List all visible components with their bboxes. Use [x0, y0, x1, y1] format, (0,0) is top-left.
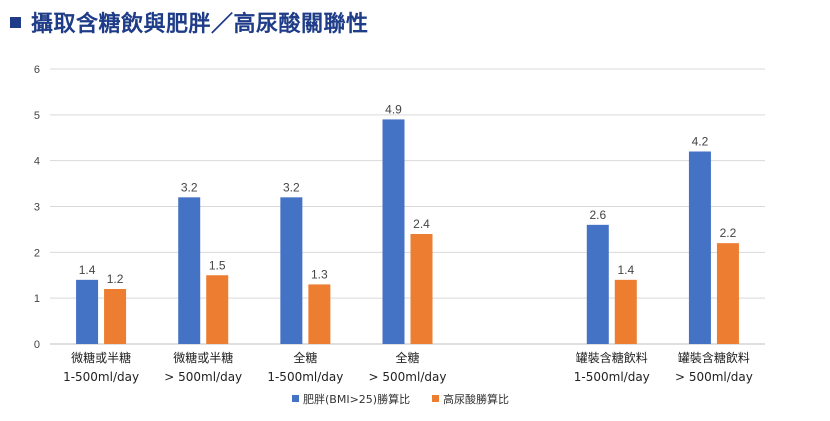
bar-uric-acid [410, 234, 433, 344]
x-tick-label: 罐裝含糖飲料 [576, 350, 648, 365]
x-tick-label: 全糖 [395, 350, 419, 365]
legend-swatch [292, 395, 299, 402]
data-label: 1.3 [311, 267, 328, 281]
data-label: 2.4 [413, 217, 430, 231]
x-tick-label: 1-500ml/day [63, 370, 139, 384]
bar-obesity [586, 224, 609, 344]
legend-label: 高尿酸勝算比 [443, 392, 509, 406]
bar-uric-acid [104, 289, 127, 344]
x-tick-label: > 500ml/day [164, 370, 242, 384]
y-tick-label: 4 [34, 156, 40, 168]
data-label: 1.5 [209, 258, 226, 272]
x-tick-label: 全糖 [293, 350, 317, 365]
title-bar: 攝取含糖飲與肥胖／高尿酸關聯性 [10, 6, 369, 38]
x-tick-label: 1-500ml/day [574, 370, 650, 384]
data-label: 1.4 [617, 263, 634, 277]
legend-swatch [432, 395, 439, 402]
bar-uric-acid [716, 243, 739, 344]
y-tick-label: 0 [34, 339, 40, 351]
y-tick-label: 1 [34, 293, 40, 305]
bar-obesity [280, 197, 303, 344]
data-label: 1.2 [107, 272, 124, 286]
x-tick-label: 微糖或半糖 [173, 350, 233, 365]
data-label: 4.9 [385, 102, 402, 116]
x-tick-label: 微糖或半糖 [71, 350, 131, 365]
title-square-icon [10, 16, 21, 28]
bar-obesity [688, 151, 711, 344]
x-tick-label: 1-500ml/day [267, 370, 343, 384]
bar-uric-acid [206, 275, 229, 344]
y-tick-label: 2 [34, 247, 40, 259]
data-label: 4.2 [692, 135, 709, 149]
x-tick-label: > 500ml/day [369, 370, 447, 384]
bar-obesity [76, 279, 99, 344]
x-tick-label: 罐裝含糖飲料 [678, 350, 750, 365]
y-tick-label: 3 [34, 202, 40, 214]
bar-uric-acid [614, 279, 637, 344]
data-label: 2.2 [720, 226, 737, 240]
y-tick-label: 5 [34, 110, 40, 122]
bar-uric-acid [308, 284, 331, 344]
bar-obesity [382, 119, 405, 345]
page-title: 攝取含糖飲與肥胖／高尿酸關聯性 [31, 12, 369, 37]
y-tick-label: 6 [34, 64, 40, 76]
bar-obesity [178, 197, 201, 344]
legend-label: 肥胖(BMI>25)勝算比 [303, 392, 410, 406]
data-label: 3.2 [283, 180, 300, 194]
data-label: 1.4 [79, 263, 96, 277]
data-label: 3.2 [181, 180, 198, 194]
data-label: 2.6 [589, 208, 606, 222]
x-tick-label: > 500ml/day [675, 370, 753, 384]
